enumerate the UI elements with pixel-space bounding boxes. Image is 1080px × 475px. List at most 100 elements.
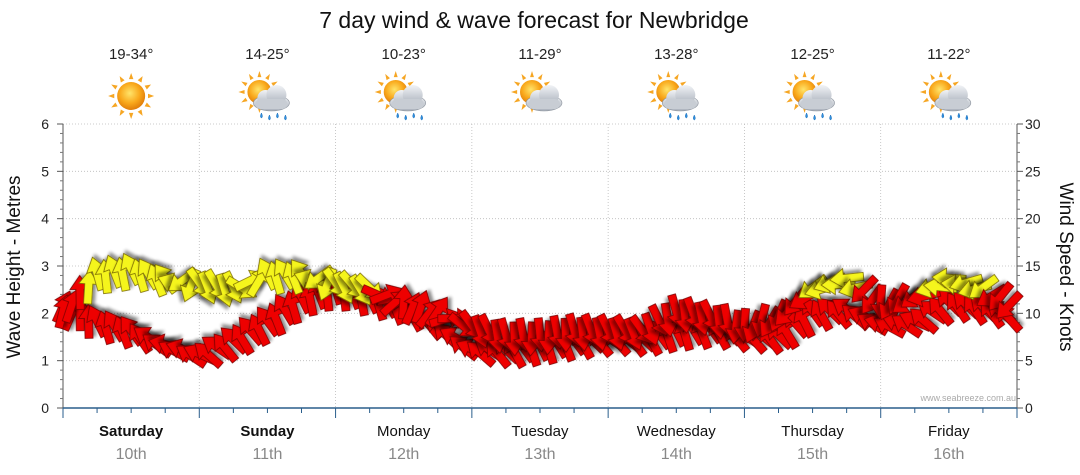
axes: 0 1 2 3 4 5 6 0 5 10 15 20 25 30 <box>41 116 1041 418</box>
sun-ray <box>385 73 390 81</box>
rain-drop <box>260 112 263 119</box>
left-axis-label: Wave Height - Metres <box>4 175 25 358</box>
sun-ray <box>666 71 671 78</box>
rain-drop <box>685 112 688 119</box>
wind-arrow <box>996 290 1024 319</box>
sun-icon <box>108 73 155 119</box>
sun-ray <box>374 90 381 94</box>
sun-ray <box>393 71 398 78</box>
sun-ray <box>147 93 155 99</box>
rain-drop <box>693 114 696 121</box>
sun-ray <box>674 73 679 81</box>
day-name-label: Monday <box>377 423 431 440</box>
right-tick-label: 5 <box>1025 353 1033 369</box>
sun-ray <box>238 90 245 94</box>
sun-ray <box>922 97 929 103</box>
rain-drop <box>669 112 672 119</box>
sun-ray <box>680 81 687 87</box>
sun-ray <box>922 81 929 87</box>
sun-ray <box>241 97 248 103</box>
sun-ray <box>537 73 543 81</box>
sun-ray <box>144 84 152 90</box>
sun-ray <box>108 93 115 99</box>
sun-ray <box>810 73 816 81</box>
sun-ray <box>657 103 663 111</box>
rain-drop <box>268 114 271 121</box>
wind-arrow <box>988 280 1015 311</box>
sun-ray <box>257 71 262 78</box>
sun-ray <box>952 81 960 87</box>
right-tick-label: 15 <box>1025 258 1041 274</box>
day-name-label: Sunday <box>240 423 295 440</box>
daily-forecast-header: 19-34° 14-25° 10-23° 11-29° 13-28° 12-25° 11-2… <box>108 46 972 121</box>
day-date-label: 12th <box>388 446 419 463</box>
sun-ray <box>657 73 663 81</box>
sun-ray <box>938 71 943 78</box>
sun-ray <box>248 103 254 111</box>
sun-rain-icon <box>919 71 972 121</box>
rain-drop <box>396 112 399 119</box>
temperature-range: 19-34° <box>109 46 153 63</box>
sun-ray <box>271 81 278 87</box>
rain-drop <box>412 112 415 119</box>
rain-drop <box>805 112 808 119</box>
sun-ray <box>802 71 807 78</box>
cloud-shape <box>389 85 427 112</box>
right-tick-label: 10 <box>1025 305 1041 321</box>
right-tick-label: 25 <box>1025 163 1041 179</box>
rain-drop <box>965 114 969 121</box>
sun-ray <box>377 97 384 103</box>
sun-ray <box>794 103 799 111</box>
rain-drop <box>957 112 961 119</box>
wind-series <box>53 252 1024 357</box>
sun-disc <box>117 82 146 110</box>
sun-ray <box>946 73 952 81</box>
sun-ray <box>128 73 134 80</box>
left-tick-label: 6 <box>41 116 49 132</box>
temperature-range: 11-22° <box>927 46 970 63</box>
sun-ray <box>650 81 657 87</box>
right-tick-label: 0 <box>1025 400 1033 416</box>
sun-ray <box>128 112 134 119</box>
wave-arrow <box>194 342 224 370</box>
wind-arrow <box>851 274 879 303</box>
sun-ray <box>521 103 527 111</box>
cloud-shape <box>661 85 699 112</box>
rain-drop <box>284 114 287 121</box>
rain-drop <box>829 114 832 121</box>
cloud-shape <box>525 85 563 112</box>
temperature-range: 12-25° <box>790 46 834 63</box>
wind-arrow <box>623 316 645 351</box>
sun-ray <box>119 76 125 83</box>
right-tick-label: 20 <box>1025 211 1041 227</box>
sun-ray <box>119 109 125 116</box>
sun-rain-icon <box>238 71 290 121</box>
temperature-range: 10-23° <box>382 46 426 63</box>
sun-ray <box>377 81 384 87</box>
day-name-label: Thursday <box>781 423 844 440</box>
day-name-label: Saturday <box>99 423 164 440</box>
sun-ray <box>111 84 118 90</box>
sun-ray <box>265 73 270 81</box>
day-name-label: Wednesday <box>637 423 716 440</box>
day-date-label: 14th <box>661 446 692 463</box>
sun-ray <box>521 73 527 81</box>
sun-ray <box>137 109 143 116</box>
sun-ray <box>248 73 254 81</box>
cloud-shape <box>253 85 290 112</box>
sun-ray <box>650 97 657 103</box>
gridlines <box>63 123 1017 408</box>
wave-arrow <box>909 308 940 335</box>
left-tick-label: 4 <box>41 211 49 227</box>
sun-cloud-icon <box>511 71 563 113</box>
day-date-label: 10th <box>116 446 147 463</box>
sun-ray <box>111 102 118 108</box>
day-date-label: 15th <box>797 446 828 463</box>
day-date-label: 11th <box>252 446 282 463</box>
sun-ray <box>783 90 790 94</box>
day-name-label: Tuesday <box>512 423 569 440</box>
rain-drop <box>404 114 407 121</box>
sun-ray <box>543 81 551 87</box>
x-axis-day-labels: Saturday 10th Sunday 11th Monday 12th Tuesday 1… <box>99 423 970 463</box>
